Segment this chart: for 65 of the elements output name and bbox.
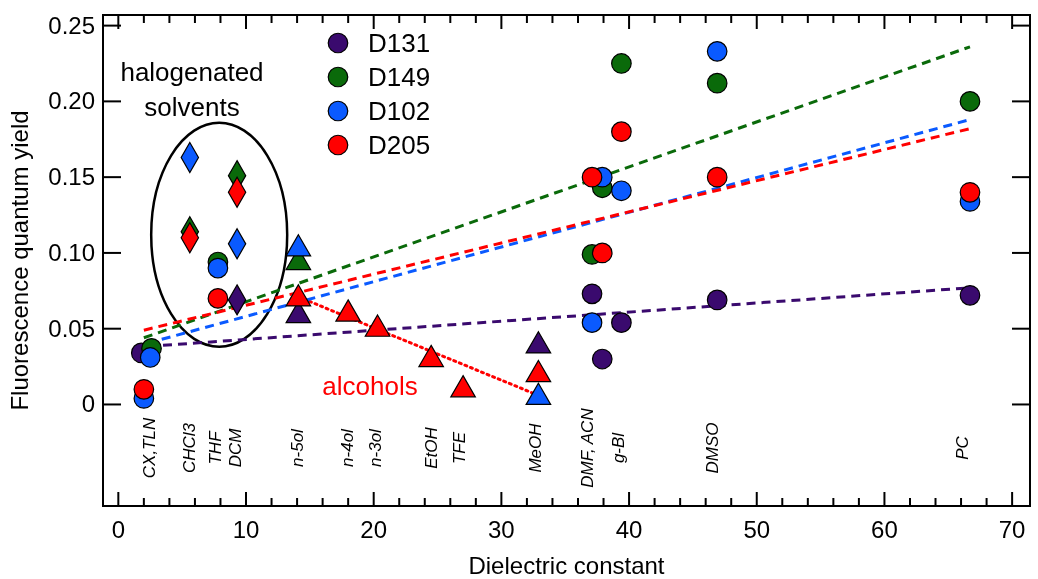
point [706, 41, 728, 62]
annotation: THF [206, 429, 226, 465]
point [207, 288, 229, 309]
point [418, 344, 444, 368]
annotation: CX,TLN [139, 417, 159, 479]
annotation: n-5ol [288, 427, 308, 467]
point [133, 378, 155, 400]
legend-label: D131 [368, 28, 431, 58]
point [706, 166, 728, 188]
annotation: n-4ol [337, 427, 357, 467]
annotation: halogenated solvents [120, 57, 264, 122]
y-tick-label: 0 [81, 390, 95, 418]
point [611, 312, 632, 333]
point [525, 331, 552, 354]
point [285, 234, 312, 257]
x-tick-label: 20 [360, 516, 388, 543]
x-tick-label: 0 [111, 516, 125, 543]
point [611, 121, 632, 143]
annotation: DMF, ACN [577, 407, 597, 488]
point [706, 289, 728, 311]
legend-label: D102 [368, 96, 431, 126]
point [525, 359, 552, 383]
x-tick-label: 40 [615, 516, 643, 543]
y-tick-label: 0.15 [48, 163, 95, 191]
annotation: n-3ol [365, 427, 385, 467]
y-axis-title: Fluorescence quantum yield [6, 110, 33, 411]
annotation: MeOH [525, 422, 545, 473]
annotation: DMSO [703, 422, 723, 474]
point [581, 166, 603, 188]
legend-label: D149 [368, 62, 431, 92]
legend-label: D205 [368, 130, 431, 160]
point [450, 375, 476, 398]
point [525, 382, 552, 406]
point [591, 348, 613, 370]
point [207, 257, 229, 279]
point [285, 284, 312, 307]
annotation: alcohols [322, 371, 418, 401]
point [611, 53, 632, 74]
annotation: PC [953, 435, 973, 460]
x-tick-label: 70 [998, 516, 1026, 543]
point [611, 180, 632, 202]
point [959, 181, 981, 203]
annotation: TFE [450, 431, 470, 465]
y-tick-label: 0.05 [48, 314, 95, 342]
point [335, 299, 362, 322]
x-tick-label: 30 [488, 516, 515, 543]
point [706, 72, 728, 94]
y-tick-label: 0.20 [48, 87, 95, 115]
y-tick-label: 0.25 [48, 11, 95, 39]
point [959, 91, 981, 112]
y-tick-label: 0.10 [48, 238, 95, 266]
point [364, 314, 391, 337]
point [959, 285, 981, 306]
x-tick-label: 10 [232, 516, 260, 543]
annotation: CHCl3 [179, 422, 199, 474]
point [581, 283, 603, 305]
x-tick-label: 50 [743, 516, 771, 543]
point [581, 312, 603, 333]
point [591, 242, 613, 264]
annotation: DCM [225, 427, 245, 468]
x-tick-label: 60 [871, 516, 898, 543]
point [139, 347, 161, 368]
annotation: g-Bl [608, 431, 628, 464]
annotation: EtOH [422, 426, 442, 469]
x-axis-title: Dielectric constant [468, 552, 665, 579]
